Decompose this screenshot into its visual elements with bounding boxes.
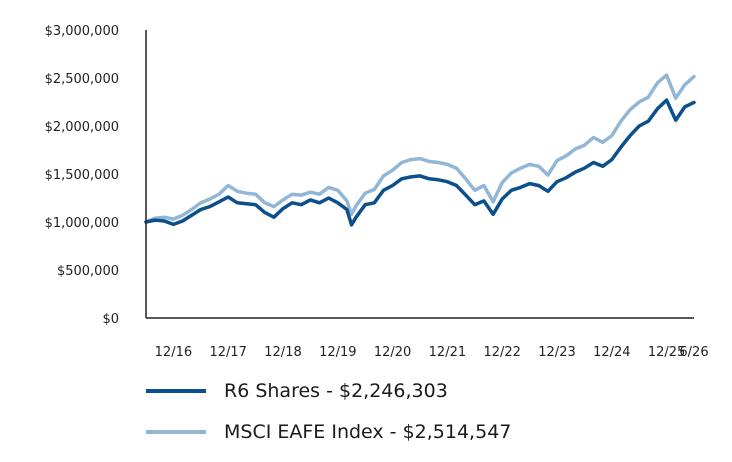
y-tick-label: $1,000,000 — [45, 216, 119, 231]
series-lines — [144, 73, 696, 227]
x-tick-label: 12/21 — [429, 345, 466, 360]
series-line-msci — [144, 73, 696, 224]
x-tick-label: 12/16 — [155, 345, 192, 360]
legend-item-msci-eafe: MSCI EAFE Index - $2,514,547 — [146, 421, 511, 443]
x-tick-label: 12/25 — [648, 345, 685, 360]
x-tick-label: 12/23 — [538, 345, 575, 360]
x-tick-label: 12/22 — [483, 345, 520, 360]
legend-swatch-r6-shares — [146, 389, 206, 393]
y-tick-label: $2,500,000 — [45, 72, 119, 87]
legend-swatch-msci-eafe — [146, 430, 206, 434]
series-line-r6 — [144, 98, 696, 227]
line-chart: $0 $500,000 $1,000,000 $1,500,000 $2,000,000… — [45, 24, 709, 360]
x-tick-label: 12/20 — [374, 345, 411, 360]
x-tick-label: 12/17 — [209, 345, 246, 360]
y-tick-label: $1,500,000 — [45, 168, 119, 183]
y-tick-label: $500,000 — [57, 264, 119, 279]
x-tick-label: 12/19 — [319, 345, 356, 360]
legend-label-msci-eafe: MSCI EAFE Index - $2,514,547 — [224, 421, 512, 443]
x-tick-label: 12/18 — [264, 345, 301, 360]
y-tick-label: $3,000,000 — [45, 24, 119, 39]
y-axis-tick-labels: $0 $500,000 $1,000,000 $1,500,000 $2,000,000… — [45, 24, 119, 327]
chart-legend: R6 Shares - $2,246,303 MSCI EAFE Index -… — [146, 380, 511, 462]
legend-item-r6-shares: R6 Shares - $2,246,303 — [146, 380, 511, 402]
x-tick-label: 6/26 — [679, 345, 708, 360]
legend-label-r6-shares: R6 Shares - $2,246,303 — [224, 380, 448, 402]
y-tick-label: $0 — [102, 312, 119, 327]
x-tick-label: 12/24 — [593, 345, 630, 360]
x-axis-tick-labels: 12/16 12/17 12/18 12/19 12/20 12/21 12/22 12/23… — [155, 345, 709, 360]
y-tick-label: $2,000,000 — [45, 120, 119, 135]
